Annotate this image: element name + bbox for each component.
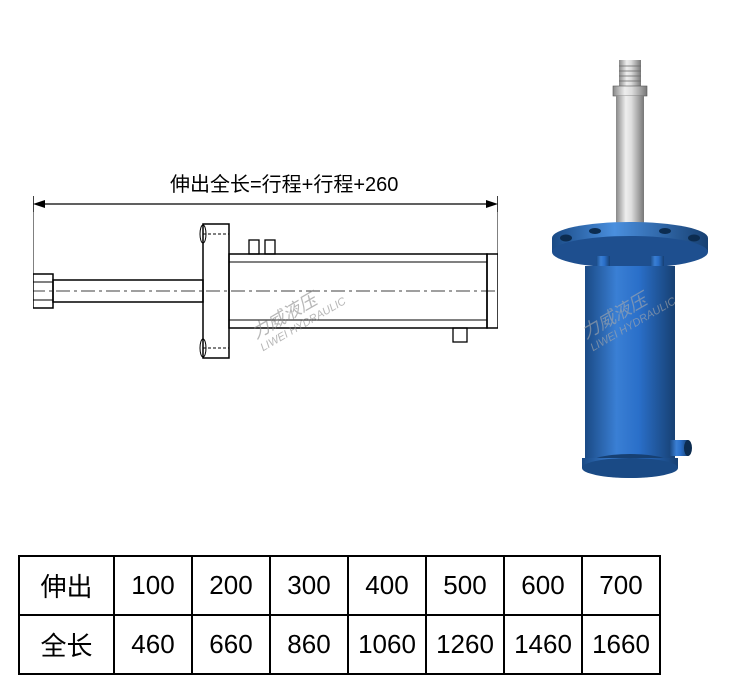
row2-cell: 1260 [426,615,504,674]
row2-cell: 1460 [504,615,582,674]
row2-header: 全长 [19,615,114,674]
row1-header: 伸出 [19,556,114,615]
product-photo [540,60,720,500]
table-row-length: 全长 460 660 860 1060 1260 1460 1660 [19,615,660,674]
row2-cell: 460 [114,615,192,674]
row1-cell: 500 [426,556,504,615]
row1-cell: 100 [114,556,192,615]
row1-cell: 200 [192,556,270,615]
row1-cell: 300 [270,556,348,615]
row2-cell: 660 [192,615,270,674]
spec-table: 伸出 100 200 300 400 500 600 700 全长 460 66… [18,555,661,675]
schematic-drawing [33,210,498,400]
row2-cell: 1060 [348,615,426,674]
row1-cell: 700 [582,556,660,615]
dimension-label: 伸出全长=行程+行程+260 [170,168,398,197]
row2-cell: 1660 [582,615,660,674]
table-row-extend: 伸出 100 200 300 400 500 600 700 [19,556,660,615]
row1-cell: 600 [504,556,582,615]
row2-cell: 860 [270,615,348,674]
diagram-area: 伸出全长=行程+行程+260 [0,0,750,530]
row1-cell: 400 [348,556,426,615]
